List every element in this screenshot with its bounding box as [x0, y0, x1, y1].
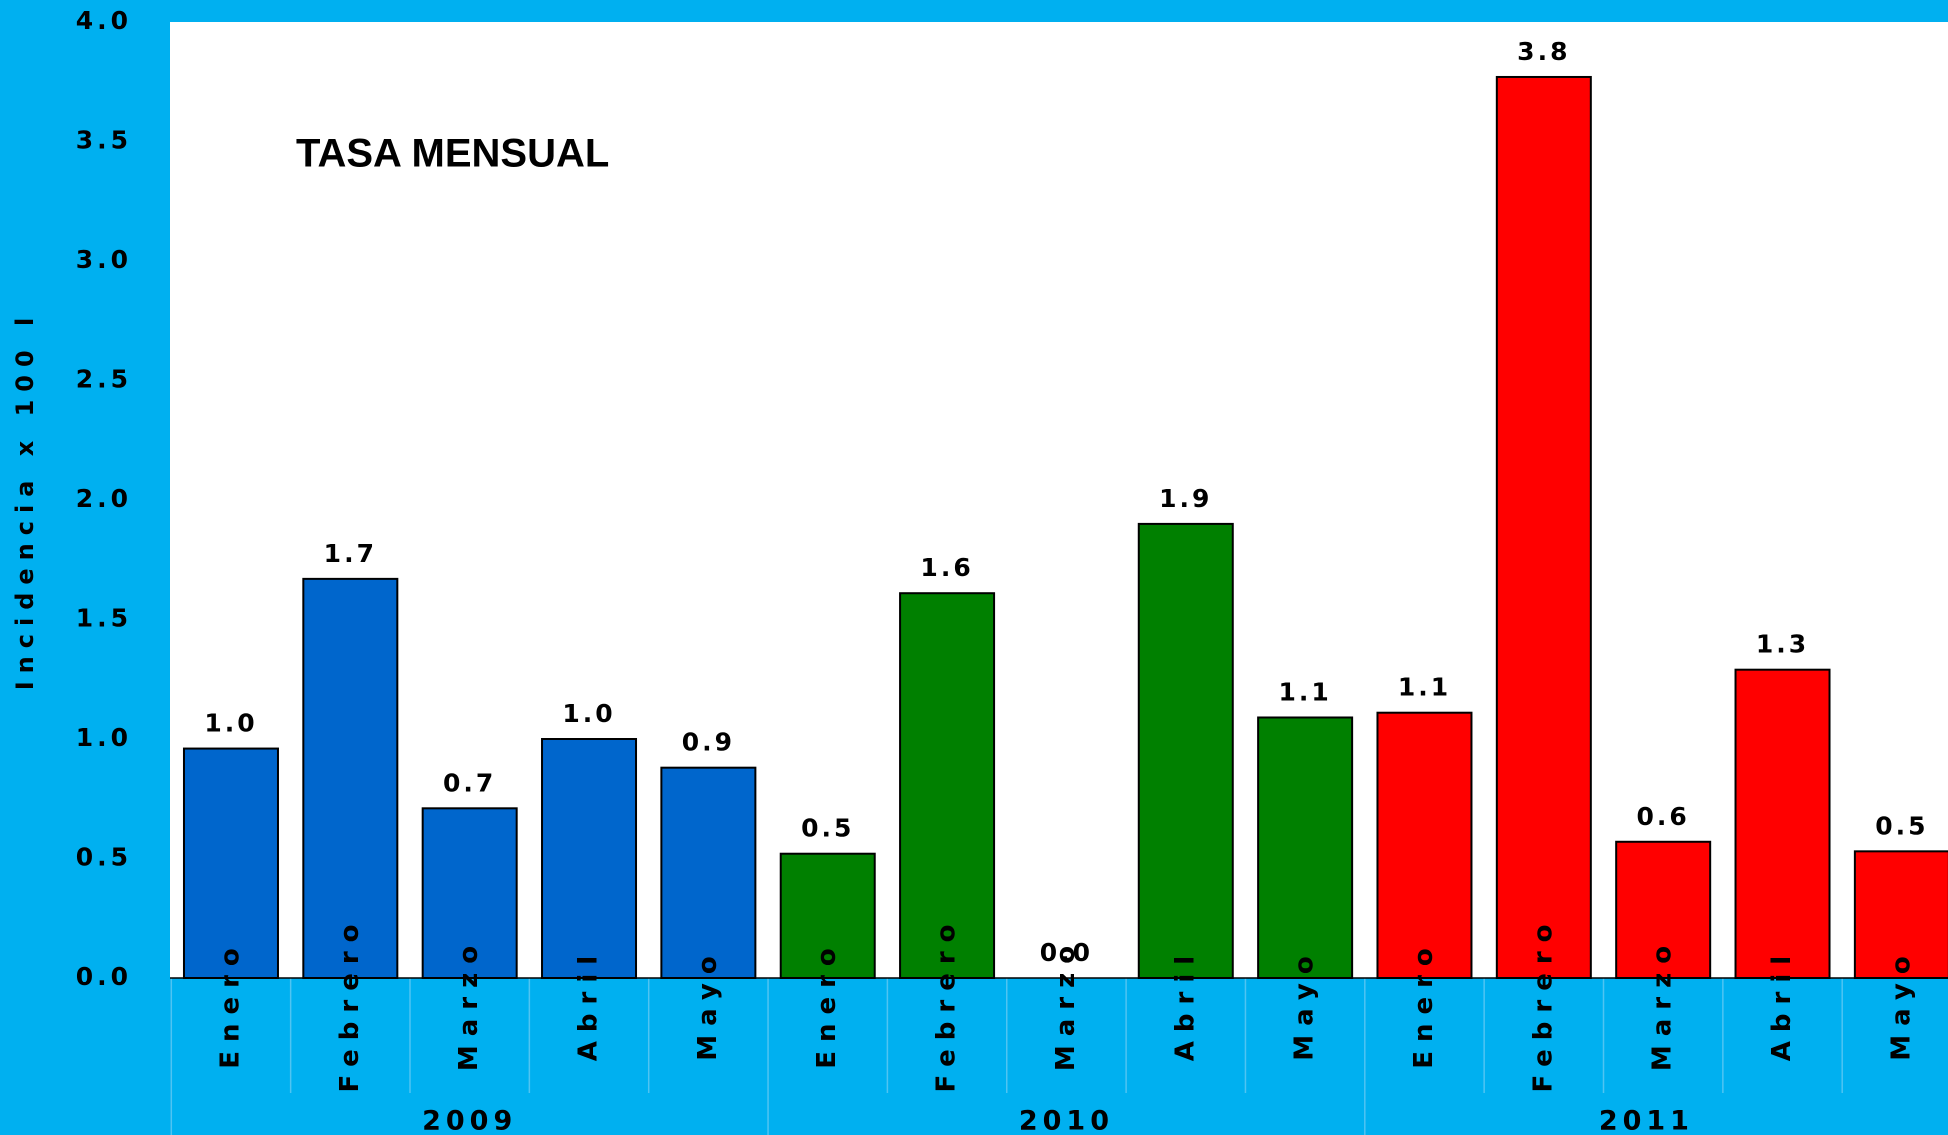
bar — [541, 738, 638, 979]
y-tick-label: 1.5 — [76, 604, 132, 633]
group-label: 2011 — [1599, 1106, 1694, 1135]
bar — [182, 747, 279, 979]
bar — [1376, 711, 1473, 980]
x-tick-label: Marzo — [1648, 937, 1678, 1071]
bar — [1615, 840, 1712, 980]
bar — [779, 852, 876, 979]
x-tick-label: Mayo — [693, 947, 723, 1060]
y-tick-label: 2.0 — [76, 484, 132, 513]
bar — [1734, 668, 1831, 979]
value-label: 0.0 — [1040, 938, 1093, 967]
value-label: 0.9 — [682, 728, 735, 757]
value-label: 1.1 — [1398, 673, 1451, 702]
x-tick-label: Mayo — [1886, 947, 1916, 1060]
x-tick-label: Abril — [1170, 947, 1200, 1061]
value-label: 0.5 — [1875, 811, 1928, 840]
x-tick-label: Enero — [812, 939, 842, 1069]
x-tick-label: Abril — [1767, 947, 1797, 1061]
value-label: 3.8 — [1517, 37, 1570, 66]
y-axis-label: Incidencia x 100 l — [11, 310, 39, 691]
value-label: 0.6 — [1637, 802, 1690, 831]
bar — [302, 577, 399, 979]
value-label: 1.1 — [1278, 677, 1331, 706]
x-tick-label: Abril — [574, 947, 604, 1061]
y-tick-label: 4.0 — [76, 6, 132, 35]
group-label: 2009 — [422, 1106, 517, 1135]
bar — [660, 766, 757, 979]
x-tick-label: Febrero — [1528, 915, 1558, 1092]
value-label: 0.5 — [801, 814, 854, 843]
value-label: 1.9 — [1159, 484, 1212, 513]
bar — [1853, 850, 1948, 980]
x-tick-label: Mayo — [1290, 947, 1320, 1060]
value-label: 1.7 — [324, 539, 377, 568]
x-tick-label: Marzo — [454, 937, 484, 1071]
y-tick-label: 0.5 — [76, 843, 132, 872]
bar — [899, 592, 996, 980]
y-tick-label: 2.5 — [76, 365, 132, 394]
x-tick-label: Febrero — [932, 915, 962, 1092]
bar — [1495, 75, 1592, 980]
x-tick-label: Febrero — [335, 915, 365, 1092]
chart-title: TASA MENSUAL — [296, 132, 609, 176]
bar — [1257, 716, 1354, 979]
y-tick-label: 1.0 — [76, 723, 132, 752]
group-label: 2010 — [1019, 1106, 1114, 1135]
y-tick-label: 3.0 — [76, 245, 132, 274]
x-tick-label: Marzo — [1051, 937, 1081, 1071]
x-tick-label: Enero — [215, 939, 245, 1069]
y-tick-label: 0.0 — [76, 962, 132, 991]
value-label: 1.6 — [920, 553, 973, 582]
bar — [421, 807, 518, 979]
value-label: 1.3 — [1756, 630, 1809, 659]
y-tick-label: 3.5 — [76, 126, 132, 155]
value-label: 1.0 — [562, 699, 615, 728]
value-label: 1.0 — [204, 709, 257, 738]
bar — [1137, 522, 1234, 980]
value-label: 0.7 — [443, 768, 496, 797]
x-tick-label: Enero — [1409, 939, 1439, 1069]
